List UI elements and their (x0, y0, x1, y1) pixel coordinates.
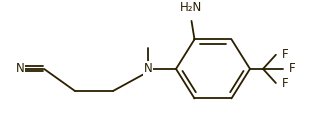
Text: F: F (289, 62, 295, 75)
Text: N: N (16, 62, 24, 75)
Text: F: F (282, 76, 289, 89)
Text: N: N (143, 62, 152, 75)
Text: H₂N: H₂N (180, 1, 203, 14)
Text: F: F (282, 48, 289, 61)
